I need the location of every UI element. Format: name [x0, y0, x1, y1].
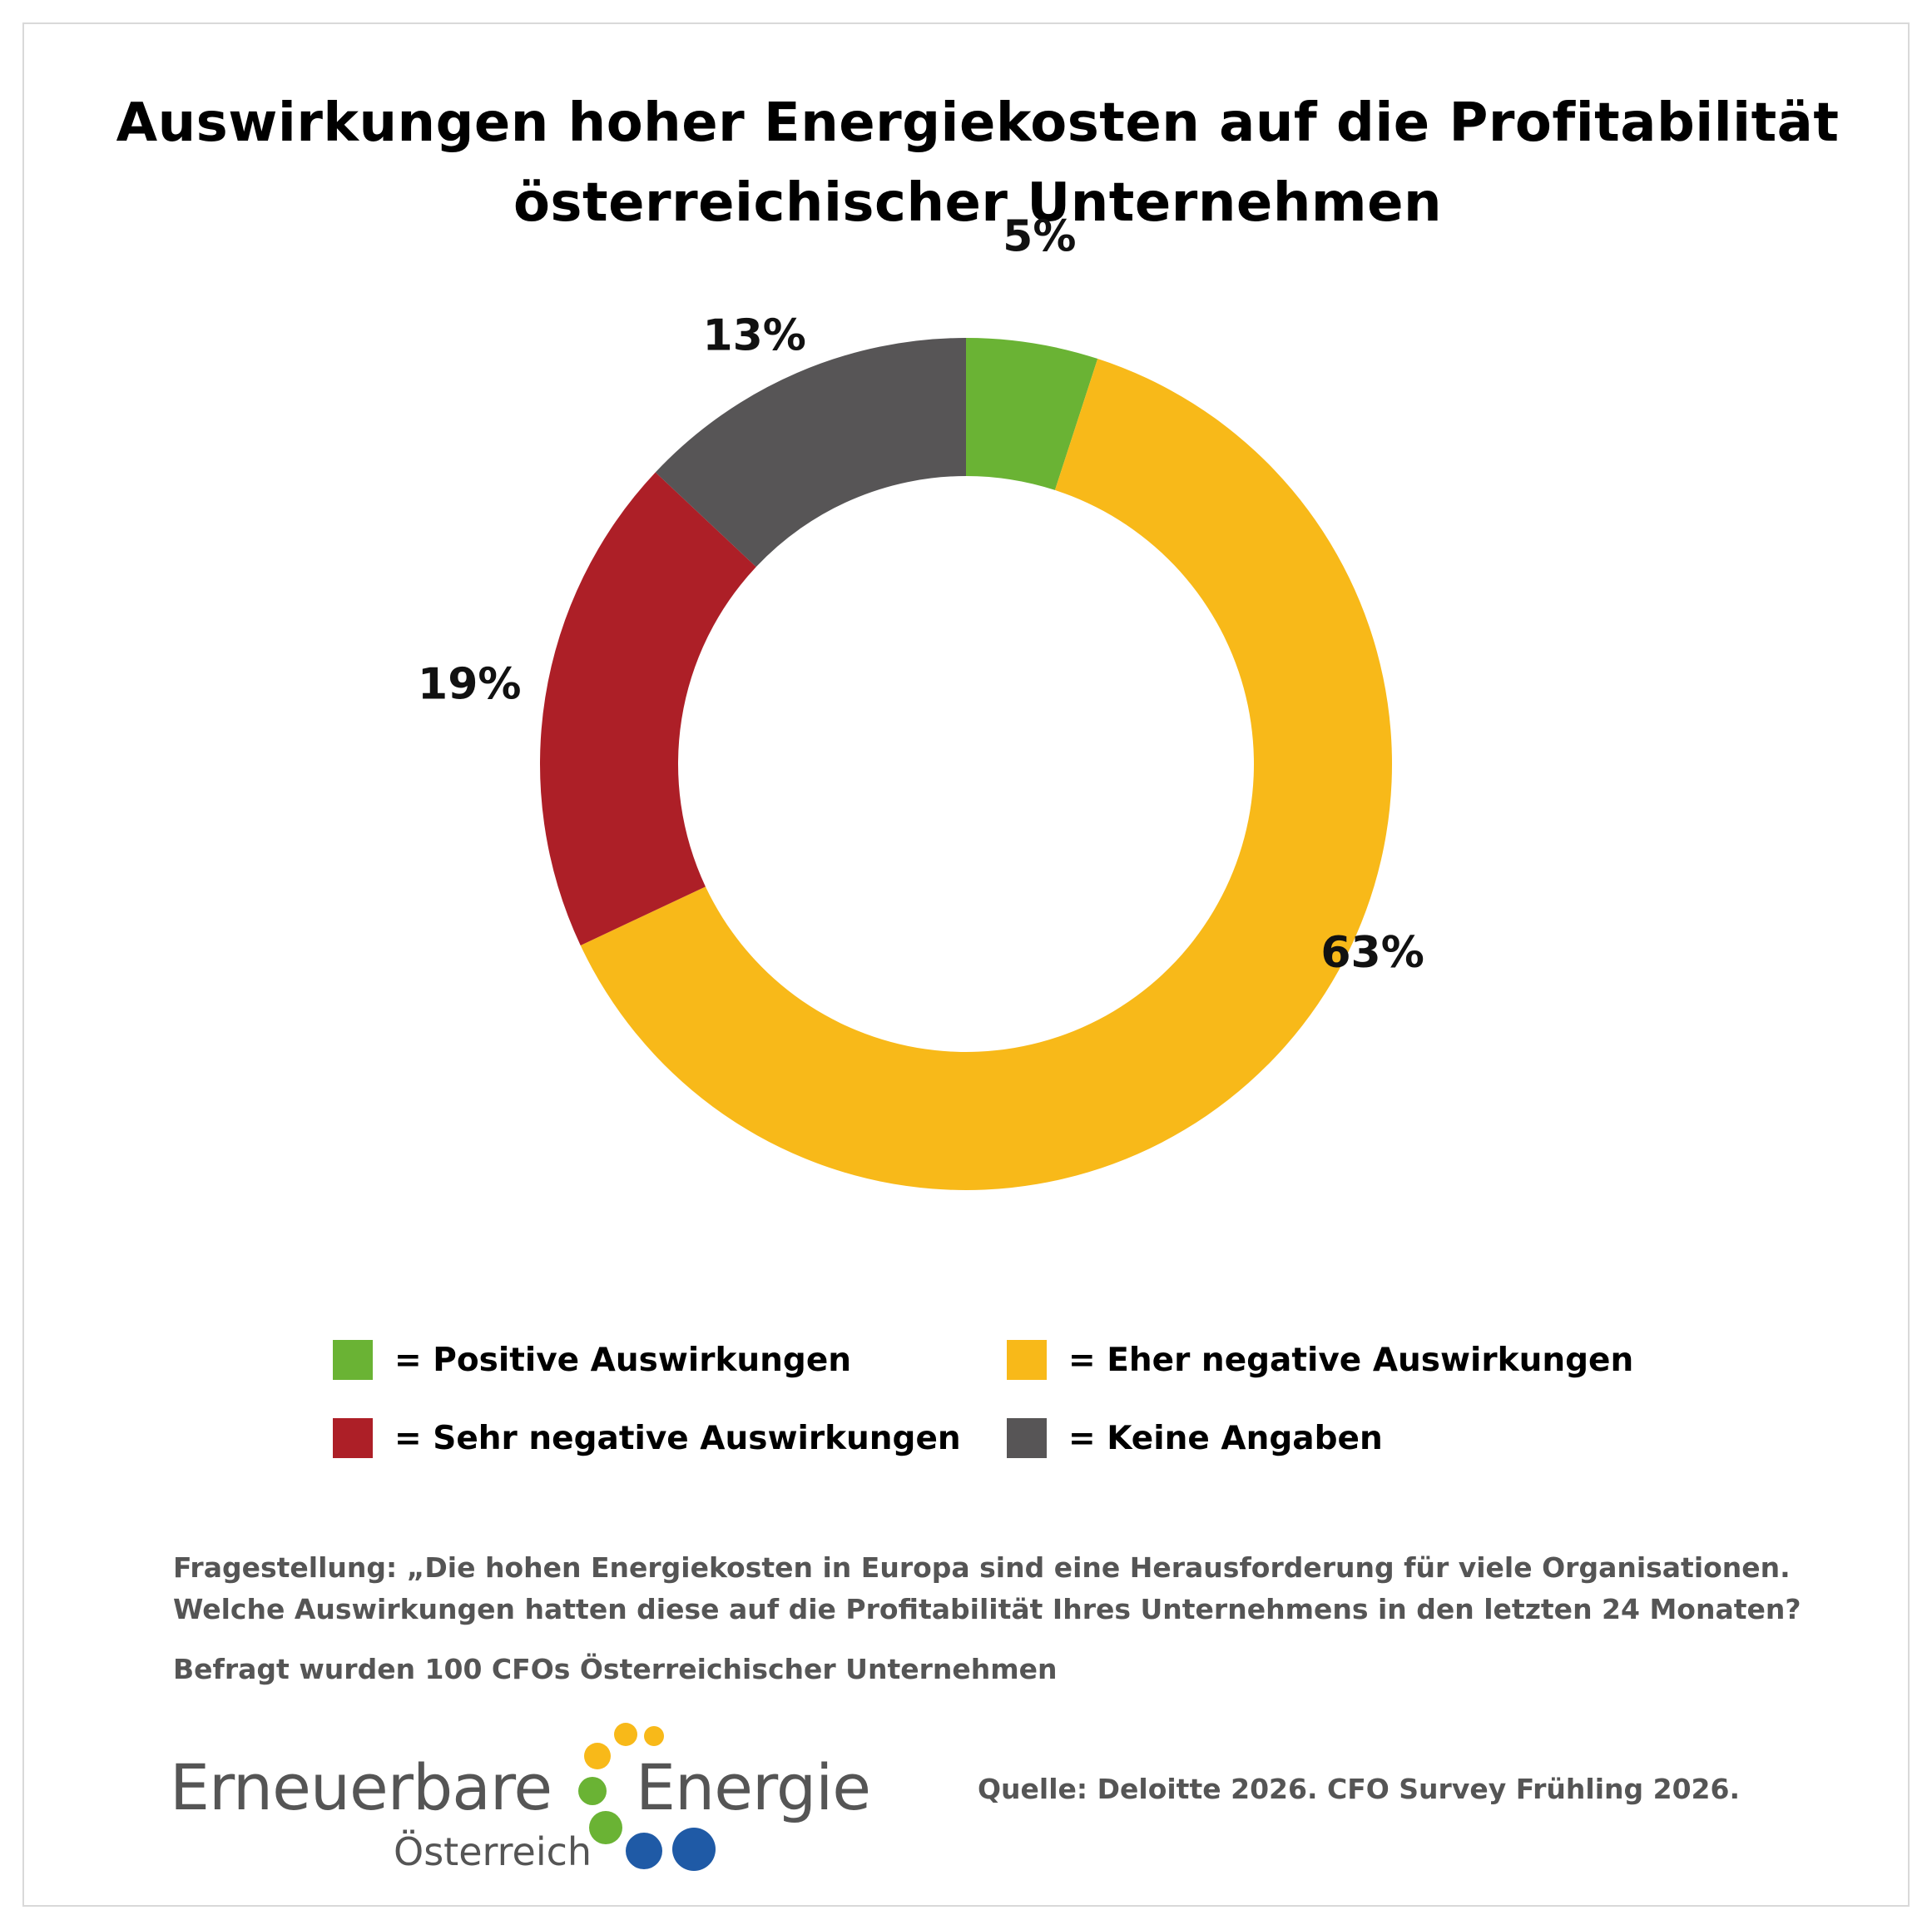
- donut-slice-eher-negative: [580, 359, 1393, 1190]
- legend-item-keine-angaben: = Keine Angaben: [1007, 1418, 1383, 1458]
- data-label-keine-angaben: 13%: [702, 311, 805, 361]
- outer-frame: [22, 22, 1910, 1907]
- question-line-1: Fragestellung: „Die hohen Energiekosten …: [173, 1551, 1791, 1584]
- legend-swatch-sehr-negative: [333, 1418, 373, 1458]
- legend-label-sehr-negative: = Sehr negative Auswirkungen: [394, 1419, 961, 1457]
- data-label-positive: 5%: [1003, 211, 1076, 261]
- donut-chart: 5% 63% 19% 13%: [418, 211, 1424, 1190]
- chart-title-line-1: Auswirkungen hoher Energiekosten auf die…: [116, 92, 1840, 154]
- donut-slice-keine-angaben: [655, 338, 966, 568]
- legend-label-positive: = Positive Auswirkungen: [394, 1341, 852, 1379]
- data-label-eher-negative: 63%: [1320, 928, 1424, 978]
- logo-word-erneuerbare: Erneuerbare: [170, 1750, 552, 1824]
- question-line-2: Welche Auswirkungen hatten diese auf die…: [173, 1593, 1801, 1625]
- chart-title-line-2: österreichischer Unternehmen: [513, 172, 1443, 234]
- legend-swatch-keine-angaben: [1007, 1418, 1047, 1458]
- chart-title: Auswirkungen hoher Energiekosten auf die…: [50, 83, 1905, 243]
- donut-slice-positive: [966, 338, 1098, 490]
- legend-swatch-eher-negative: [1007, 1340, 1047, 1380]
- legend-item-eher-negative: = Eher negative Auswirkungen: [1007, 1340, 1633, 1380]
- logo-word-oesterreich: Österreich: [394, 1829, 592, 1874]
- source-note: Quelle: Deloitte 2026. CFO Survey Frühli…: [978, 1773, 1741, 1805]
- legend-item-sehr-negative: = Sehr negative Auswirkungen: [333, 1418, 961, 1458]
- respondents-note: Befragt wurden 100 CFOs Österreichischer…: [173, 1653, 1058, 1685]
- legend-swatch-positive: [333, 1340, 373, 1380]
- legend-label-keine-angaben: = Keine Angaben: [1068, 1419, 1383, 1457]
- legend-item-positive: = Positive Auswirkungen: [333, 1340, 851, 1380]
- legend-label-eher-negative: = Eher negative Auswirkungen: [1068, 1341, 1634, 1379]
- logo-word-energie: Energie: [636, 1750, 871, 1824]
- data-label-sehr-negative: 19%: [418, 660, 521, 710]
- donut-slice-sehr-negative: [540, 472, 756, 945]
